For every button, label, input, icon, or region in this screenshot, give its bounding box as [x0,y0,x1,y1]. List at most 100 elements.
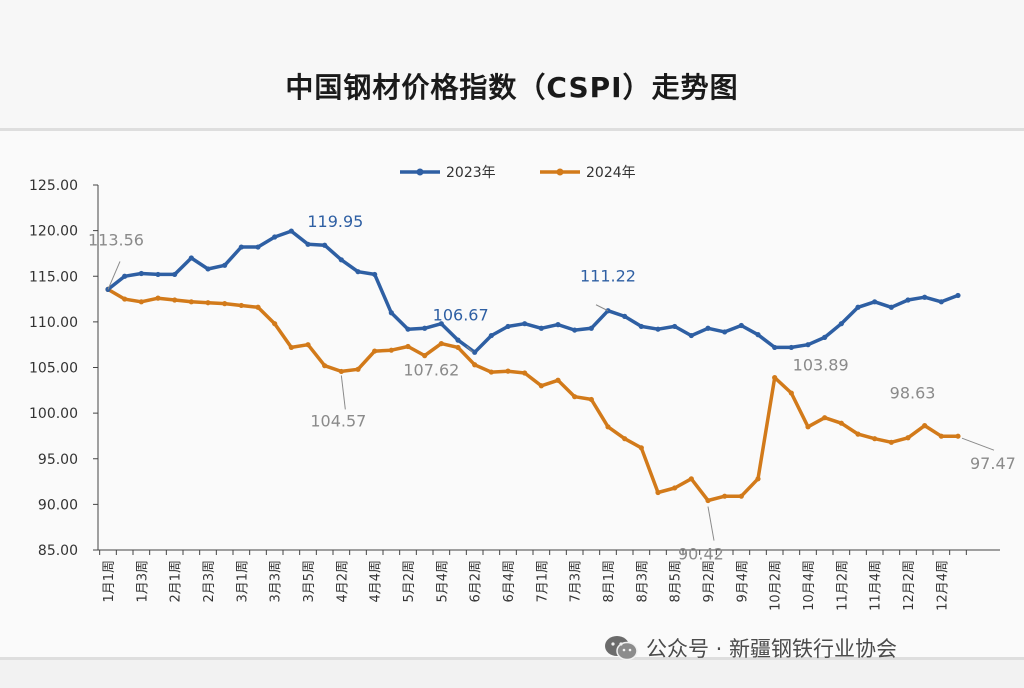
annotation-leader [961,437,995,451]
data-point [722,493,728,499]
data-point [472,362,478,368]
legend-label: 2023年 [446,165,496,181]
x-tick-label: 3月1周 [235,560,250,603]
data-point [505,368,511,374]
y-tick-label: 120.00 [29,224,78,240]
data-point [722,329,728,335]
data-point [855,304,861,310]
data-point [305,342,311,348]
data-point [288,228,294,234]
watermark-text: 公众号 · 新疆钢铁行业协会 [646,637,898,661]
data-point [488,332,494,339]
watermark: 公众号 · 新疆钢铁行业协会 [604,632,897,664]
y-tick-label: 85.00 [38,543,78,559]
data-point [872,299,878,305]
data-point [888,304,894,310]
data-point [255,304,261,310]
data-point [938,433,944,439]
annotation-leader [466,345,474,353]
data-point [355,269,361,275]
legend-swatch-marker [556,168,564,176]
data-point [955,292,961,299]
data-point [338,368,344,375]
y-tick-label: 105.00 [29,361,78,377]
data-point [822,334,828,340]
footer-band [0,660,1024,688]
data-point [238,244,244,250]
data-point [522,370,528,376]
x-tick-label: 10月2周 [769,560,784,611]
data-point [222,262,228,268]
data-point [405,326,411,332]
data-point [172,271,178,278]
data-point [905,297,911,303]
data-point [822,415,828,421]
data-point [688,332,694,339]
x-tick-label: 4月4周 [369,560,384,603]
data-point [155,295,161,301]
data-point [472,349,478,355]
data-point [572,394,578,400]
annotation-leader [595,304,609,312]
data-point [338,257,344,263]
y-tick-label: 100.00 [29,406,78,422]
x-tick-label: 12月2周 [902,560,917,611]
x-tick-label: 5月4周 [435,560,450,603]
data-point [788,344,794,351]
data-point [188,299,194,305]
legend-label: 2024年 [586,165,636,181]
data-point [705,325,711,331]
data-point [638,323,644,330]
annotation-leader [107,261,121,290]
data-point [288,344,294,351]
x-tick-label: 2月1周 [169,560,184,603]
data-point [622,436,628,442]
x-tick-label: 8月1周 [602,560,617,603]
data-point [705,497,711,504]
x-tick-label: 10月4周 [802,560,817,611]
data-point [805,342,811,348]
data-label: 119.95 [307,212,363,231]
data-point [538,383,544,389]
data-point [305,241,311,247]
data-point [555,322,561,328]
data-point [422,325,428,331]
data-point [588,325,594,331]
data-point [322,242,328,248]
data-point [238,302,244,309]
x-tick-label: 8月5周 [669,560,684,603]
data-point [922,294,928,300]
divider-bottom [0,657,1024,660]
data-point [405,343,411,350]
x-tick-label: 1月3周 [135,560,150,603]
data-point [688,476,694,482]
data-point [138,299,144,305]
divider-top [0,128,1024,131]
y-tick-label: 110.00 [29,315,78,331]
data-point [905,435,911,441]
data-point [738,493,744,499]
header-band [0,0,1024,128]
data-point [138,270,144,277]
data-point [322,363,328,369]
x-tick-label: 2月3周 [202,560,217,603]
data-point [355,366,361,372]
x-tick-label: 3月3周 [269,560,284,603]
chart-panel [0,131,1024,657]
data-label: 90.42 [678,545,724,564]
x-tick-label: 12月4周 [935,560,950,611]
data-point [205,266,211,272]
y-tick-label: 125.00 [29,178,78,194]
chart-title: 中国钢材价格指数（CSPI）走势图 [285,71,739,104]
data-point [655,326,661,332]
data-point [388,347,394,353]
x-tick-label: 11月2周 [835,560,850,611]
data-point [772,344,778,351]
data-label: 106.67 [433,305,489,324]
data-point [438,340,444,347]
data-point [272,321,278,327]
data-point [372,348,378,354]
x-tick-label: 5月2周 [402,560,417,603]
data-point [838,321,844,327]
